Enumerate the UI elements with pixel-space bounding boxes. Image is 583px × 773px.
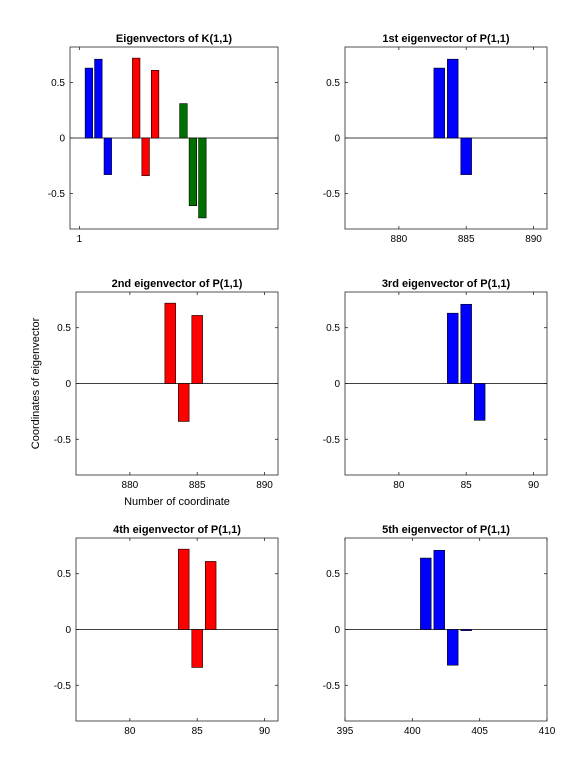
bar-3 xyxy=(204,561,217,630)
panel-5: 4th eigenvector of P(1,1) 0.5 0 -0.5 80 85 90 xyxy=(54,524,279,737)
y-tick-label: 0.5 xyxy=(57,323,71,334)
y-tick-label: 0.5 xyxy=(57,569,71,580)
x-tick-label: 890 xyxy=(256,480,273,491)
panel-title: 3rd eigenvector of P(1,1) xyxy=(382,278,511,290)
x-tick-label: 90 xyxy=(259,726,271,737)
y-tick-label: -0.5 xyxy=(48,189,66,200)
panel-3: 2nd eigenvector of P(1,1) 0.5 0 -0.5 880 885 8… xyxy=(30,278,279,508)
bar-3 xyxy=(473,383,486,421)
y-tick-label: -0.5 xyxy=(323,189,341,200)
x-tick-label: 85 xyxy=(461,480,473,491)
bar-4 xyxy=(132,57,141,139)
y-tick-label: 0 xyxy=(334,134,340,145)
panel-title: 4th eigenvector of P(1,1) xyxy=(113,524,241,536)
bar-4 xyxy=(460,629,472,631)
bar-1 xyxy=(164,302,176,384)
bar-2 xyxy=(94,58,103,139)
bar-2 xyxy=(191,629,203,668)
x-axis-label: Number of coordinate xyxy=(124,496,230,508)
y-tick-label: 0.5 xyxy=(51,78,65,89)
x-tick-label: 395 xyxy=(337,726,354,737)
y-axis-label: Coordinates of eigenvector xyxy=(30,317,42,449)
y-tick-label: 0.5 xyxy=(326,323,340,334)
bar-7 xyxy=(179,103,188,139)
panel-title: 1st eigenvector of P(1,1) xyxy=(382,33,509,45)
bar-5 xyxy=(141,137,150,177)
bar-1 xyxy=(84,67,93,139)
x-tick-label: 80 xyxy=(393,480,405,491)
x-tick-label: 405 xyxy=(471,726,488,737)
x-tick-label: 880 xyxy=(391,234,408,245)
x-tick-label: 880 xyxy=(122,480,139,491)
panel-title: 5th eigenvector of P(1,1) xyxy=(382,524,510,536)
bar-2 xyxy=(447,58,459,139)
panel-title: 2nd eigenvector of P(1,1) xyxy=(112,278,243,290)
y-tick-label: 0 xyxy=(65,625,71,636)
panel-2: 1st eigenvector of P(1,1) 0.5 0 -0.5 880 885 8… xyxy=(323,33,548,245)
panel-1: Eigenvectors of K(1,1) 0.5 0 -0.5 1 xyxy=(48,33,279,245)
bar-3 xyxy=(447,629,459,666)
x-tick-label: 85 xyxy=(192,726,204,737)
x-tick-label: 1 xyxy=(77,234,83,245)
y-tick-label: 0 xyxy=(334,625,340,636)
panel-title: Eigenvectors of K(1,1) xyxy=(116,33,232,45)
bar-1 xyxy=(420,557,432,630)
bar-1 xyxy=(433,67,445,139)
panel-4: 3rd eigenvector of P(1,1) 0.5 0 -0.5 80 85 90 xyxy=(323,278,548,491)
bar-8 xyxy=(188,137,197,206)
y-tick-label: -0.5 xyxy=(54,435,72,446)
y-tick-label: -0.5 xyxy=(323,435,341,446)
bar-3 xyxy=(103,137,112,175)
y-tick-label: 0.5 xyxy=(326,78,340,89)
bar-1 xyxy=(447,312,459,384)
bar-1 xyxy=(178,548,190,630)
x-tick-label: 410 xyxy=(539,726,556,737)
bar-2 xyxy=(178,383,190,422)
x-tick-label: 885 xyxy=(189,480,206,491)
y-tick-label: -0.5 xyxy=(54,681,72,692)
bar-2 xyxy=(433,549,445,630)
x-tick-label: 80 xyxy=(124,726,136,737)
bar-2 xyxy=(460,303,472,384)
bar-6 xyxy=(151,70,160,139)
y-tick-label: 0 xyxy=(65,379,71,390)
bar-3 xyxy=(460,137,472,175)
x-tick-label: 400 xyxy=(404,726,421,737)
y-tick-label: -0.5 xyxy=(323,681,341,692)
panel-6: 5th eigenvector of P(1,1) 0.5 0 -0.5 395 400 4… xyxy=(323,524,556,737)
y-tick-label: 0 xyxy=(59,134,65,145)
x-tick-label: 890 xyxy=(525,234,542,245)
y-tick-label: 0.5 xyxy=(326,569,340,580)
bar-9 xyxy=(198,137,207,219)
x-tick-label: 90 xyxy=(528,480,540,491)
y-tick-label: 0 xyxy=(334,379,340,390)
bar-3 xyxy=(191,315,203,384)
x-tick-label: 885 xyxy=(458,234,475,245)
